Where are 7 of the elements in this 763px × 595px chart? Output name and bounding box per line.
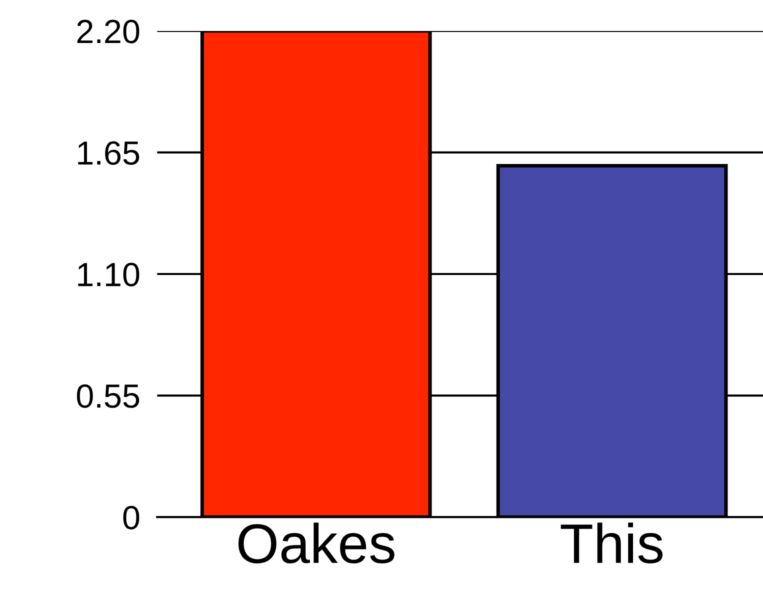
x-tick-label: Oakes (238, 522, 394, 564)
y-tick-label: 0 (123, 506, 140, 530)
y-tick-label: 1.65 (78, 141, 140, 165)
y-tick-label: 1.10 (78, 262, 140, 286)
x-tick-label: This (560, 522, 663, 564)
y-tick-label: 0.55 (76, 384, 140, 408)
y-tick-label: 2.20 (77, 20, 140, 44)
